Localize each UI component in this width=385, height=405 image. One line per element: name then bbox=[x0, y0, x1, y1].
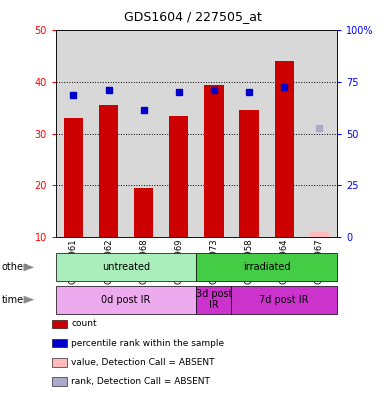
Text: time: time bbox=[2, 295, 24, 305]
Text: rank, Detection Call = ABSENT: rank, Detection Call = ABSENT bbox=[71, 377, 210, 386]
Bar bbox=[275, 62, 294, 237]
Text: GDS1604 / 227505_at: GDS1604 / 227505_at bbox=[124, 10, 261, 23]
Text: untreated: untreated bbox=[102, 262, 150, 272]
Bar bbox=[266, 30, 302, 237]
Bar bbox=[310, 232, 329, 237]
Bar bbox=[239, 111, 259, 237]
Text: 0d post IR: 0d post IR bbox=[101, 295, 151, 305]
Bar bbox=[99, 105, 118, 237]
Bar bbox=[161, 30, 196, 237]
Bar bbox=[134, 188, 153, 237]
Bar bbox=[231, 30, 266, 237]
Bar bbox=[204, 85, 224, 237]
Bar bbox=[196, 30, 231, 237]
Bar bbox=[302, 30, 337, 237]
Text: irradiated: irradiated bbox=[243, 262, 290, 272]
Bar bbox=[169, 115, 188, 237]
Bar bbox=[126, 30, 161, 237]
Text: 3d post
IR: 3d post IR bbox=[196, 289, 232, 311]
Bar bbox=[56, 30, 91, 237]
Text: percentile rank within the sample: percentile rank within the sample bbox=[71, 339, 224, 347]
Text: other: other bbox=[2, 262, 28, 272]
Text: 7d post IR: 7d post IR bbox=[259, 295, 309, 305]
Text: count: count bbox=[71, 320, 97, 328]
Bar bbox=[91, 30, 126, 237]
Text: value, Detection Call = ABSENT: value, Detection Call = ABSENT bbox=[71, 358, 215, 367]
Bar bbox=[64, 118, 83, 237]
